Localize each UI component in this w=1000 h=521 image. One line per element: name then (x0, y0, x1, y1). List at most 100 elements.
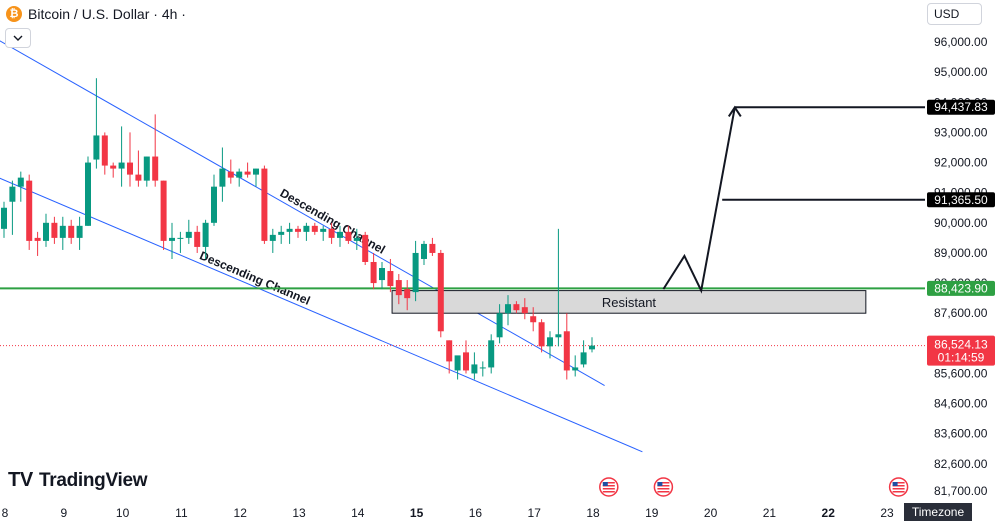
candle (227, 159, 234, 184)
target-mid-badge: 91,365.50 (934, 193, 988, 207)
candle (1, 201, 7, 238)
time-axis-label: 20 (704, 506, 718, 520)
candle-body (563, 331, 570, 371)
candle-body (135, 174, 142, 181)
candle (454, 355, 461, 380)
candle (547, 331, 553, 359)
timezone-button[interactable]: Timezone (904, 503, 972, 521)
candle (194, 225, 201, 253)
us-flag-icon (599, 477, 619, 497)
price-tick-label: 89,000.00 (934, 246, 988, 260)
candle-body (463, 352, 469, 371)
time-axis-label: 17 (528, 506, 542, 520)
candle-body (1, 207, 7, 229)
symbol-header[interactable]: ₿ Bitcoin / U.S. Dollar · 4h · (6, 4, 186, 24)
candle (328, 222, 335, 244)
price-tick-label: 83,600.00 (934, 427, 988, 441)
candle-body (496, 313, 503, 338)
candle-body (328, 228, 335, 238)
candle (521, 298, 528, 320)
current-price-badge: 86,524.13 (934, 338, 988, 352)
projection-path (662, 107, 736, 294)
candle-body (85, 162, 91, 226)
candle (135, 150, 142, 187)
candle-body (110, 165, 117, 169)
channel-label-upper: Descending Channel (278, 186, 388, 257)
candle-body (185, 231, 192, 238)
candle (110, 162, 117, 178)
candle-body (169, 237, 175, 241)
candle (463, 340, 469, 374)
candle (412, 240, 419, 302)
candle (311, 222, 318, 235)
candle (152, 114, 159, 187)
collapse-button[interactable] (5, 28, 31, 48)
candle (286, 222, 293, 244)
us-flag-icon-canton (892, 482, 898, 486)
candle (353, 228, 360, 250)
price-tick-label: 87,600.00 (934, 306, 988, 320)
candle-body (244, 171, 251, 175)
candle-body (479, 367, 486, 369)
candle (395, 274, 402, 305)
price-axis (925, 0, 1000, 521)
candle (143, 156, 150, 187)
candle-body (160, 180, 167, 241)
target-high-badge: 94,437.83 (934, 100, 988, 114)
candle-body (429, 243, 436, 253)
us-flag-icon-stripe (892, 488, 905, 490)
price-tick-label: 84,600.00 (934, 397, 988, 411)
candle-body (395, 280, 402, 296)
candle (446, 340, 453, 374)
time-axis-label: 21 (763, 506, 777, 520)
price-tick-label: 95,000.00 (934, 65, 988, 79)
candle (169, 222, 175, 259)
candle (362, 231, 369, 265)
candle (244, 162, 251, 178)
us-flag-icon (653, 477, 674, 497)
tradingview-mark-icon: TV (8, 469, 33, 491)
support-badge: 88,423.90 (934, 281, 988, 295)
candle (379, 261, 385, 290)
candle-body (370, 261, 377, 284)
candle (236, 168, 243, 187)
candle-body (76, 225, 83, 238)
candle-body (51, 222, 58, 238)
candle (269, 228, 276, 253)
candle (404, 280, 411, 311)
currency-selector[interactable]: USD (927, 3, 982, 25)
candle-body (59, 225, 66, 238)
us-flag-icon-stripe (657, 491, 670, 493)
candle-body (286, 228, 293, 232)
candle (185, 219, 192, 244)
candle (9, 180, 16, 235)
candle-body (572, 367, 579, 371)
us-flag-icon-ring (888, 477, 909, 497)
candle (320, 225, 327, 241)
candle-body (278, 231, 285, 235)
candle-body (253, 168, 259, 175)
candle-body (320, 228, 327, 232)
candle (345, 225, 352, 244)
chevron-down-icon (13, 35, 23, 41)
candle (538, 319, 545, 353)
us-flag-icon-ring (599, 477, 619, 497)
candle (51, 216, 58, 244)
resistance-zone-label: Resistant (602, 295, 657, 310)
us-flag-icon-stripe (657, 488, 670, 490)
candle (43, 213, 49, 247)
candle (421, 240, 427, 265)
candle-body (538, 322, 545, 347)
candle-body (177, 237, 184, 239)
us-flag-icon-canton (602, 482, 608, 486)
candle-body (412, 252, 419, 293)
candle (17, 171, 24, 202)
price-tick-label: 81,700.00 (934, 484, 988, 498)
candle-body (513, 304, 520, 311)
candle (295, 225, 301, 238)
candle-body (152, 156, 159, 181)
candle (513, 301, 520, 314)
candle (85, 156, 91, 226)
current-price-badge-bg (927, 335, 995, 366)
